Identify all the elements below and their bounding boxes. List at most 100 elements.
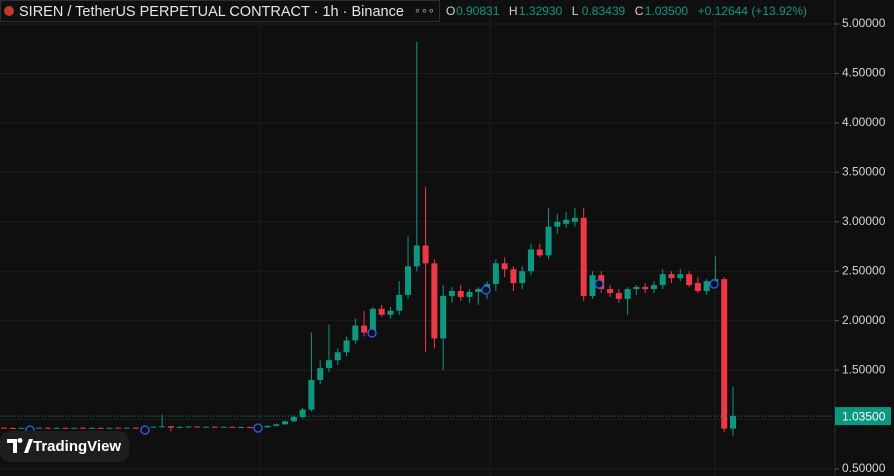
candle-body [176,426,183,428]
candle-body [317,368,324,380]
event-marker[interactable] [253,423,263,433]
candle-body [194,426,201,428]
candle-body [132,427,139,429]
y-tick-label: 1.50000 [842,362,886,376]
header: SIREN / TetherUS PERPETUAL CONTRACT · 1h… [0,0,807,22]
candle-body [97,427,104,429]
candle-body [334,352,341,361]
candle-body [545,226,552,256]
more-button[interactable]: ∘∘∘ [414,5,435,17]
last-price-box [835,407,891,426]
ohlc-value: 0.90831 [456,4,500,18]
candle-body [325,360,332,369]
axis-background [835,0,894,476]
candle-body [730,416,736,429]
candle-body [475,289,482,292]
candle-body [308,379,315,410]
symbol-icon [4,6,14,16]
candle-body [299,409,306,418]
candle-body [123,427,130,429]
candle-body [369,308,376,333]
candle-body [659,274,666,286]
event-marker[interactable] [594,279,604,289]
candle-body [9,427,16,429]
candle-body [80,427,87,429]
candle-body [677,274,684,279]
candle-body [457,290,464,297]
ohlc-key: C [635,4,644,18]
candle-body [510,269,517,284]
last-price-label: 1.03500 [842,409,886,423]
candle-body [44,427,51,429]
candle-body [62,427,69,429]
candle-body [615,292,622,299]
candle-body [686,274,693,286]
candle-body [273,424,280,426]
candle-body [624,289,631,299]
candle-body [554,221,561,227]
candle-body [378,308,385,315]
candle-body [422,245,429,264]
candle-body [405,266,412,295]
ohlc-value: 0.83439 [582,4,626,18]
candle-body [694,283,701,291]
candle-body [580,217,587,296]
candle-body [203,426,210,428]
plot [0,41,835,436]
candle-body [167,426,174,428]
y-tick-label: 4.50000 [842,66,886,80]
candle-body [466,291,473,297]
candle-body [492,263,499,285]
candle-body [264,425,271,428]
candle-body [413,245,420,267]
title-box[interactable] [0,0,440,22]
ohlc-legend: O 0.90831 H 1.32930 L 0.83439 C 1.03500 +0.12644… [446,4,807,18]
y-tick-label: 3.00000 [842,214,886,228]
candle-body [150,426,157,428]
candle-body [703,281,710,291]
candle-body [527,249,534,272]
ohlc-key: O [446,4,455,18]
y-tick-label: 2.50000 [842,263,886,277]
candle-body [18,427,25,429]
candle-body [650,285,657,290]
candle-body [571,217,578,222]
price-axis: 0.500001.000001.500002.000002.500003.000… [834,0,894,476]
candle-body [721,279,728,429]
watermark: TradingView [0,431,129,462]
candle-body [387,310,394,315]
candle-body [159,426,166,428]
event-markers [25,279,719,435]
candle-body [1,427,7,429]
event-marker[interactable] [481,285,491,295]
event-marker[interactable] [367,328,377,338]
candle-body [352,325,359,341]
candle-body [501,263,508,270]
candle-body [36,427,43,429]
event-marker[interactable] [140,425,150,435]
candle-body [448,290,455,296]
event-marker[interactable] [709,279,719,289]
watermark-text: TradingView [33,438,121,455]
candle-body [536,249,543,256]
candle-body [220,426,227,428]
watermark-box[interactable] [0,431,129,462]
candle-body [633,287,640,290]
ohlc-key: L [572,4,579,18]
ohlc-key: H [509,4,518,18]
candle-body [282,421,289,425]
candle-body [290,417,297,422]
candle-body [246,427,253,429]
candle-body [431,263,438,339]
grid [0,23,835,470]
logo [7,438,33,453]
candle-body [607,289,614,293]
candle-body [71,427,78,429]
y-tick-label: 3.50000 [842,165,886,179]
candle-body [642,287,649,290]
candle-body [589,275,596,296]
candle-body [88,427,95,429]
candle-body [343,340,350,353]
